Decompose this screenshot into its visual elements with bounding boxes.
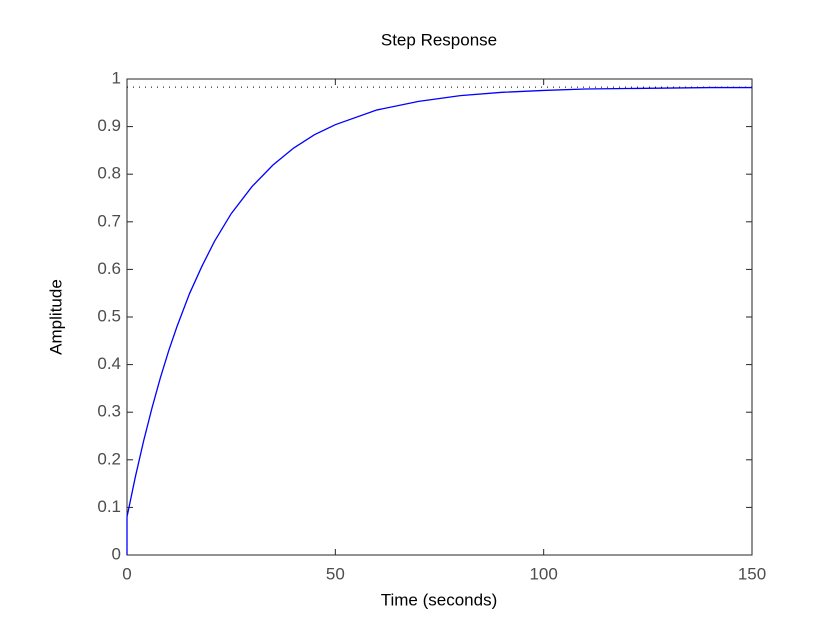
x-axis-label: Time (seconds)	[381, 590, 498, 609]
y-tick-label: 0.4	[97, 354, 121, 373]
y-tick-label: 0.2	[97, 449, 121, 468]
y-tick-label: 0.1	[97, 497, 121, 516]
response-line	[126, 86, 752, 555]
y-tick-label: 0.3	[97, 402, 121, 421]
y-tick-label: 0.5	[97, 306, 121, 325]
y-tick-label: 0.7	[97, 211, 121, 230]
y-tick-label: 1	[112, 68, 121, 87]
x-tick-label: 0	[122, 564, 131, 583]
x-tick-label: 100	[529, 564, 557, 583]
chart-title: Step Response	[381, 30, 497, 49]
y-tick-label: 0.8	[97, 164, 121, 183]
y-tick-label: 0.6	[97, 259, 121, 278]
y-axis-label: Amplitude	[46, 279, 65, 355]
x-tick-label: 150	[738, 564, 766, 583]
x-tick-label: 50	[326, 564, 345, 583]
y-tick-label: 0.9	[97, 116, 121, 135]
y-tick-label: 0	[112, 544, 121, 563]
